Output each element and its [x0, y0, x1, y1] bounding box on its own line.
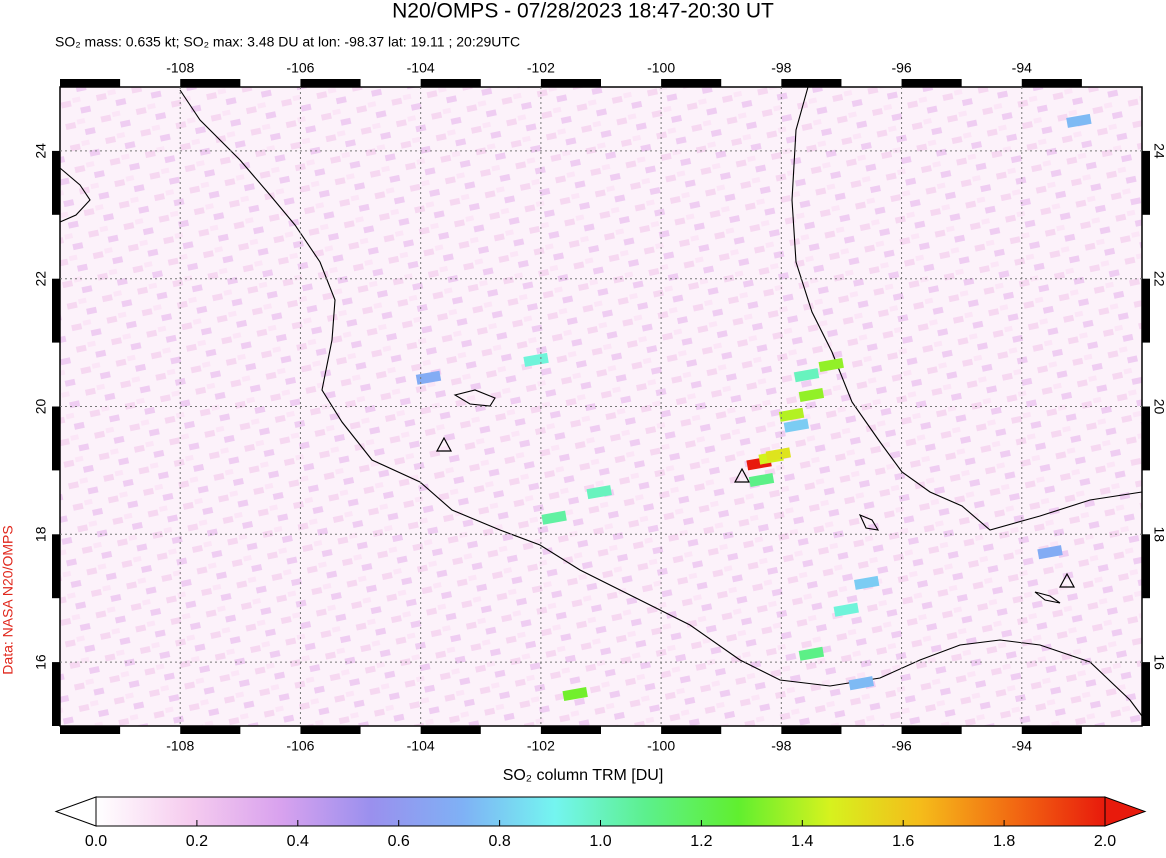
colorbar-over: [1104, 796, 1147, 827]
x-tick-label-top: -96: [891, 60, 911, 76]
frame-bar: [420, 726, 481, 734]
so2-pixel: [1066, 113, 1092, 128]
so2-pixel: [765, 447, 792, 462]
so2-pixel: [798, 387, 825, 403]
frame-bar: [540, 79, 601, 87]
colorbar-tick-label: 0.4: [287, 833, 309, 850]
y-tick-label: 18: [33, 526, 49, 542]
frame-bar: [1142, 662, 1150, 726]
colorbar-tick-label: 0.2: [186, 833, 208, 850]
x-tick-label-top: -102: [527, 60, 555, 76]
colorbar-under: [54, 796, 97, 827]
y-tick-label: 24: [33, 143, 49, 159]
colorbar-tick-label: 1.6: [892, 833, 914, 850]
so2-pixel: [562, 687, 588, 702]
y-tick-label-right: 24: [1151, 143, 1166, 159]
so2-pixel: [748, 472, 775, 487]
so2-pixel: [854, 575, 880, 590]
x-tick-label-top: -108: [166, 60, 194, 76]
frame-bar: [300, 79, 361, 87]
frame-bar: [1142, 534, 1150, 599]
frame-bar: [52, 534, 60, 599]
y-tick-label-right: 20: [1151, 399, 1166, 415]
frame-bar: [52, 406, 60, 471]
so2-pixel: [586, 485, 612, 500]
colorbar-tick-label: 0.8: [488, 833, 510, 850]
x-tick-label: -98: [771, 738, 791, 754]
frame-bar: [661, 79, 722, 87]
x-tick-label: -94: [1012, 738, 1032, 754]
so2-pixel: [848, 676, 874, 691]
volcano-markers: [435, 436, 1076, 588]
colorbar-tick-label: 1.8: [993, 833, 1015, 850]
so2-pixel: [833, 602, 859, 617]
y-tick-label-right: 16: [1151, 654, 1166, 670]
y-tick-label: 16: [33, 654, 49, 670]
so2-pixel: [778, 407, 805, 422]
x-tick-label-top: -98: [771, 60, 791, 76]
frame-bar: [901, 726, 962, 734]
x-tick-label: -106: [286, 738, 314, 754]
x-tick-label-top: -94: [1012, 60, 1032, 76]
x-tick-label: -102: [527, 738, 555, 754]
frame-bar: [180, 726, 241, 734]
chart-subtitle: SO₂ mass: 0.635 kt; SO₂ max: 3.48 DU at …: [55, 34, 520, 50]
frame-bar: [60, 79, 121, 87]
frame-bar: [781, 726, 842, 734]
frame-bar: [540, 726, 601, 734]
y-tick-label: 20: [33, 399, 49, 415]
colorbar-tick-label: 1.2: [690, 833, 712, 850]
so2-pixel: [798, 646, 825, 661]
y-tick-label-right: 18: [1151, 527, 1166, 543]
so2-pixel: [541, 510, 567, 525]
frame-bar: [52, 278, 60, 343]
colorbar-tick-label: 2.0: [1094, 833, 1116, 850]
frame-bar: [52, 662, 60, 726]
frame-bar: [1021, 726, 1082, 734]
frame-bar: [300, 726, 361, 734]
y-tick-label-right: 22: [1151, 271, 1166, 287]
frame-bar: [1142, 150, 1150, 215]
so2-pixel: [523, 352, 549, 367]
colorbar-tick-label: 0.0: [85, 833, 107, 850]
x-tick-label-top: -104: [407, 60, 435, 76]
colorbar-tick-label: 1.0: [589, 833, 611, 850]
frame-bar: [901, 79, 962, 87]
frame-bar: [781, 79, 842, 87]
chart-title: N20/OMPS - 07/28/2023 18:47-20:30 UT: [392, 0, 774, 23]
x-tick-label: -104: [407, 738, 435, 754]
frame-bar: [420, 79, 481, 87]
frame-bar: [180, 79, 241, 87]
x-tick-label: -100: [647, 738, 675, 754]
colorbar-tick-label: 1.4: [791, 833, 813, 850]
x-tick-label: -96: [891, 738, 911, 754]
x-tick-label-top: -106: [286, 60, 314, 76]
y-tick-label: 22: [33, 271, 49, 287]
so2-pixel: [818, 357, 844, 372]
frame-bar: [52, 150, 60, 215]
x-tick-label-top: -100: [647, 60, 675, 76]
colorbar-label: SO₂ column TRM [DU]: [503, 767, 664, 784]
source-note: Data: NASA N20/OMPS: [0, 525, 16, 674]
frame-bar: [60, 726, 121, 734]
so2-pixel: [793, 368, 820, 383]
x-tick-label: -108: [166, 738, 194, 754]
so2-pixel: [783, 418, 810, 433]
frame-bar: [661, 726, 722, 734]
frame-bar: [1142, 406, 1150, 471]
frame-bar: [1142, 278, 1150, 343]
so2-pixel: [415, 370, 442, 385]
frame-bar: [1021, 79, 1082, 87]
coastline: [59, 86, 1143, 717]
colorbar-tick-label: 0.6: [388, 833, 410, 850]
so2-pixel: [1037, 545, 1063, 560]
